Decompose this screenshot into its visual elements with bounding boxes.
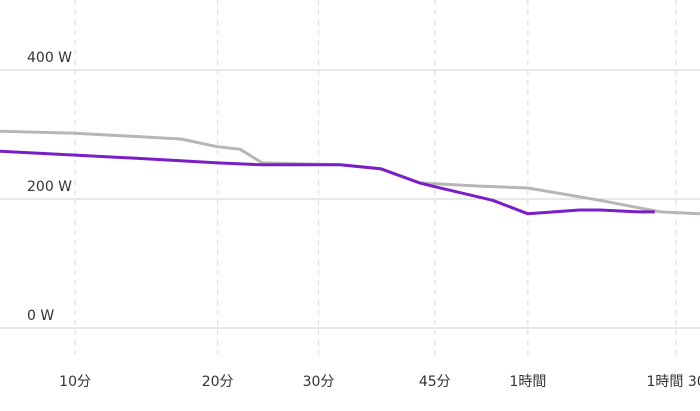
x-tick-label: 1時間 30 (646, 374, 700, 390)
y-tick-label: 200 W (27, 179, 72, 195)
power-curve (0, 129, 700, 216)
y-tick-label: 0 W (27, 308, 54, 324)
x-tick-label: 45分 (419, 374, 451, 390)
x-tick-label: 10分 (59, 374, 91, 390)
x-tick-label: 30分 (303, 374, 335, 390)
power-curve (0, 149, 655, 216)
y-tick-label: 400 W (27, 50, 72, 66)
x-tick-label: 1時間 (509, 374, 546, 390)
x-tick-label: 20分 (202, 374, 234, 390)
